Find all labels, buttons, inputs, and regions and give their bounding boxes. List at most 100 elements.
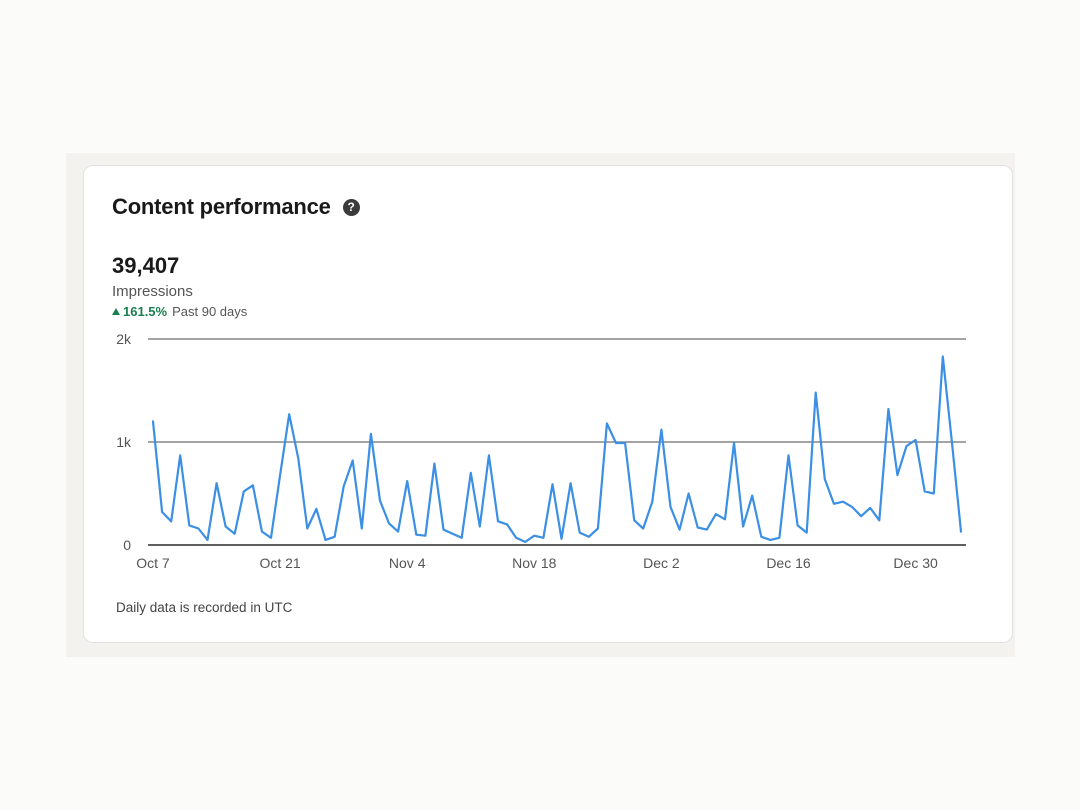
data-point <box>396 529 401 534</box>
data-point <box>541 535 546 540</box>
data-point <box>704 527 709 532</box>
data-point <box>877 518 882 523</box>
impressions-series-line <box>151 355 963 543</box>
data-point <box>913 437 918 442</box>
data-point <box>850 504 855 509</box>
data-point <box>759 534 764 539</box>
change-period: Past 90 days <box>172 304 248 319</box>
data-point <box>859 514 864 519</box>
data-point <box>523 539 528 544</box>
utc-footnote: Daily data is recorded in UTC <box>116 600 293 615</box>
data-point <box>359 526 364 531</box>
data-point <box>459 535 464 540</box>
data-point <box>196 526 201 531</box>
data-point <box>722 517 727 522</box>
arrow-up-icon <box>112 308 120 315</box>
x-tick-label: Nov 4 <box>389 555 426 571</box>
data-point <box>777 535 782 540</box>
data-point <box>904 444 909 449</box>
data-point <box>314 506 319 511</box>
data-point <box>741 524 746 529</box>
data-point <box>550 482 555 487</box>
data-point <box>441 527 446 532</box>
data-point <box>668 504 673 509</box>
data-point <box>813 390 818 395</box>
y-tick-label: 1k <box>116 434 132 450</box>
data-point <box>486 453 491 458</box>
data-point <box>160 510 165 515</box>
data-point <box>214 481 219 486</box>
x-tick-label: Dec 16 <box>766 555 811 571</box>
data-point <box>250 483 255 488</box>
question-circle-icon[interactable]: ? <box>342 198 360 216</box>
content-performance-card: Content performance ? 39,407 Impressions… <box>83 165 1013 643</box>
y-tick-label: 2k <box>116 331 132 347</box>
data-point <box>750 493 755 498</box>
data-point <box>450 531 455 536</box>
data-point <box>686 491 691 496</box>
data-point <box>650 499 655 504</box>
card-title: Content performance <box>112 194 331 219</box>
data-point <box>341 484 346 489</box>
change-indicator: 161.5% Past 90 days <box>112 304 247 319</box>
data-point <box>278 472 283 477</box>
data-point <box>296 456 301 461</box>
data-point <box>922 489 927 494</box>
data-point <box>559 536 564 541</box>
data-point <box>659 427 664 432</box>
data-point <box>405 479 410 484</box>
data-point <box>677 527 682 532</box>
data-point <box>169 519 174 524</box>
data-point <box>178 453 183 458</box>
data-point <box>423 533 428 538</box>
data-point <box>305 526 310 531</box>
data-point <box>614 441 619 446</box>
data-point <box>577 530 582 535</box>
data-point <box>387 521 392 526</box>
data-point <box>205 537 210 542</box>
data-point <box>287 412 292 417</box>
data-point <box>477 524 482 529</box>
data-point <box>223 524 228 529</box>
data-point <box>641 526 646 531</box>
data-point <box>532 533 537 538</box>
data-point <box>768 537 773 542</box>
data-point <box>332 534 337 539</box>
x-tick-label: Dec 2 <box>643 555 680 571</box>
data-point <box>495 519 500 524</box>
data-point <box>595 526 600 531</box>
x-tick-label: Oct 21 <box>259 555 300 571</box>
impressions-line-chart[interactable]: 0 1k 2k Oct 7 Oct 21 Nov 4 Nov 18 Dec 2 Dec 16 De… <box>84 166 1012 596</box>
data-point <box>695 525 700 530</box>
x-tick-label: Nov 18 <box>512 555 557 571</box>
impressions-total: 39,407 <box>112 253 180 278</box>
data-point <box>895 472 900 477</box>
data-point <box>232 531 237 536</box>
data-point <box>241 489 246 494</box>
data-point <box>931 491 936 496</box>
data-point <box>514 535 519 540</box>
data-point <box>959 529 964 534</box>
data-point <box>795 523 800 528</box>
data-point <box>949 440 954 445</box>
data-point <box>269 535 274 540</box>
data-point <box>623 441 628 446</box>
data-point <box>259 529 264 534</box>
data-point <box>505 522 510 527</box>
data-point <box>151 419 156 424</box>
data-point <box>586 534 591 539</box>
data-point <box>632 518 637 523</box>
data-point <box>468 470 473 475</box>
data-point <box>377 498 382 503</box>
impressions-label: Impressions <box>112 283 193 300</box>
data-point <box>940 354 945 359</box>
data-point <box>868 505 873 510</box>
data-point <box>732 441 737 446</box>
data-point <box>604 421 609 426</box>
x-tick-label: Oct 7 <box>136 555 170 571</box>
change-percent: 161.5% <box>123 304 168 319</box>
card-header: Content performance ? <box>112 194 360 220</box>
data-point <box>432 461 437 466</box>
y-tick-label: 0 <box>123 537 131 553</box>
x-tick-label: Dec 30 <box>893 555 938 571</box>
